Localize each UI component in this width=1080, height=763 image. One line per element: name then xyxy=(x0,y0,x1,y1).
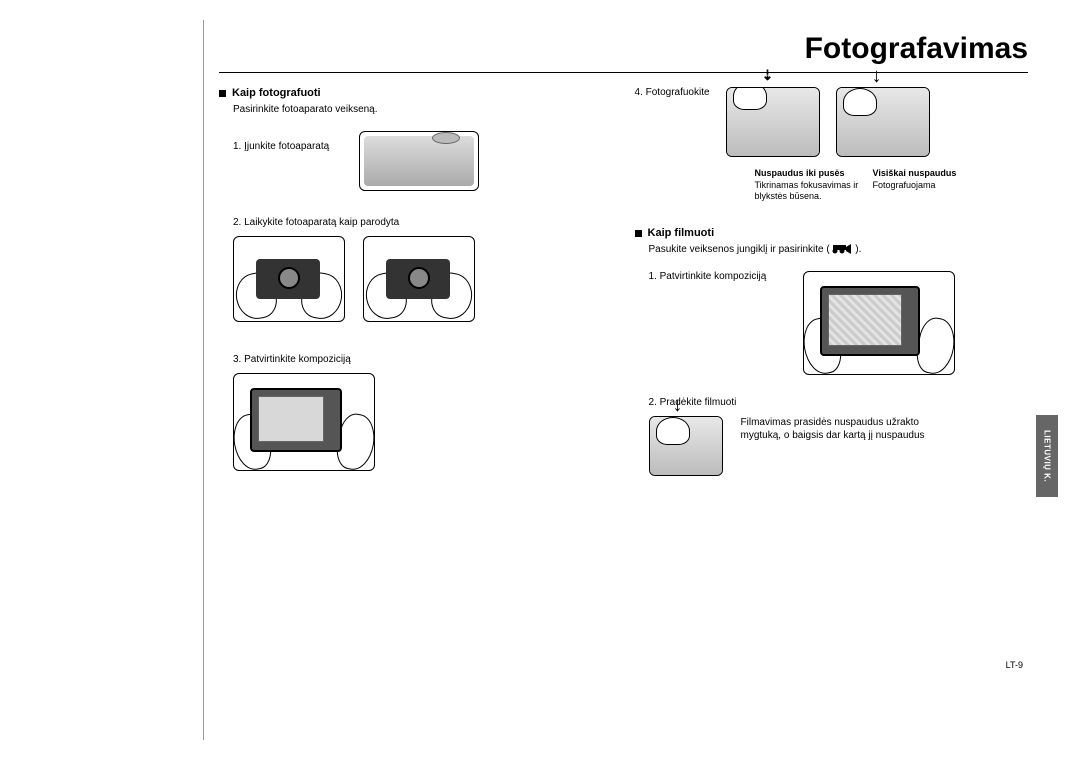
illus-compose-row xyxy=(233,373,615,471)
full-press-desc: Fotografuojama xyxy=(873,180,983,192)
bullet-icon xyxy=(219,90,226,97)
right-column: 4. Fotografuokite ⇣ ↓ xyxy=(635,87,1063,481)
lcd-drawing xyxy=(804,272,954,374)
illus-hold-2 xyxy=(363,236,475,322)
illus-compose xyxy=(233,373,375,471)
illus-fullpress-wrap: ↓ xyxy=(836,87,930,162)
illus-video-compose xyxy=(803,271,955,375)
language-tab: LIETUVIŲ K. xyxy=(1036,415,1058,497)
half-press-caption: Nuspaudus iki pusės Tikrinamas fokusavim… xyxy=(755,168,865,203)
arrow-half-icon: ⇣ xyxy=(762,67,774,84)
camera-top-drawing xyxy=(364,136,474,186)
vstep-2: 2. Pradėkite filmuoti xyxy=(649,397,1063,408)
step-1: 1. Įjunkite fotoaparatą xyxy=(233,141,329,152)
heading-text: Kaip fotografuoti xyxy=(232,87,321,99)
section-heading-video: Kaip filmuoti xyxy=(635,227,1063,239)
section-heading-photo: Kaip fotografuoti xyxy=(219,87,615,99)
illus-video-press xyxy=(649,416,723,476)
page-title: Fotografavimas xyxy=(219,32,1028,66)
lcd-drawing xyxy=(234,374,374,470)
illus-hold-1 xyxy=(233,236,345,322)
vstep-1: 1. Patvirtinkite kompoziciją xyxy=(649,271,779,282)
intro2-text: Pasukite veiksenos jungiklį ir pasirinki… xyxy=(649,243,1063,257)
manual-page: Fotografavimas Kaip fotografuoti Pasirin… xyxy=(203,20,1063,740)
step-3: 3. Patvirtinkite kompoziciją xyxy=(233,354,615,365)
intro-text: Pasirinkite fotoaparato veikseną. xyxy=(233,103,615,117)
step-4: 4. Fotografuokite xyxy=(635,87,710,98)
half-press-desc: Tikrinamas fokusavimas ir blykstės būsen… xyxy=(755,180,865,203)
arrow-down-icon: ↓ xyxy=(673,394,683,417)
video-note: Filmavimas prasidės nuspaudus užrakto my… xyxy=(741,416,951,443)
full-press-caption: Visiškai nuspaudus Fotografuojama xyxy=(873,168,983,203)
video-mode-icon xyxy=(832,243,852,255)
full-press-title: Visiškai nuspaudus xyxy=(873,168,983,180)
heading-video-text: Kaip filmuoti xyxy=(648,227,715,239)
arrow-full-icon: ↓ xyxy=(872,65,882,88)
page-number: LT-9 xyxy=(1006,660,1023,670)
illus-power-on xyxy=(359,131,479,191)
left-column: Kaip fotografuoti Pasirinkite fotoaparat… xyxy=(219,87,615,481)
press-drawing xyxy=(727,88,819,156)
intro2a: Pasukite veiksenos jungiklį ir pasirinki… xyxy=(649,244,830,255)
title-area: Fotografavimas xyxy=(219,20,1063,66)
intro2b: ). xyxy=(855,244,861,255)
press-captions: Nuspaudus iki pusės Tikrinamas fokusavim… xyxy=(755,168,1063,203)
illus-halfpress xyxy=(726,87,820,157)
press-drawing xyxy=(837,88,929,156)
illus-video-press-wrap: ↓ xyxy=(649,416,723,481)
bullet-icon xyxy=(635,230,642,237)
content-columns: Kaip fotografuoti Pasirinkite fotoaparat… xyxy=(219,73,1063,481)
hold-drawing xyxy=(364,237,474,321)
illus-fullpress xyxy=(836,87,930,157)
half-press-title: Nuspaudus iki pusės xyxy=(755,168,865,180)
hold-drawing xyxy=(234,237,344,321)
press-drawing xyxy=(650,417,722,475)
step-2: 2. Laikykite fotoaparatą kaip parodyta xyxy=(233,217,615,228)
illus-hold-row xyxy=(233,236,615,322)
illus-halfpress-wrap: ⇣ xyxy=(726,87,820,162)
